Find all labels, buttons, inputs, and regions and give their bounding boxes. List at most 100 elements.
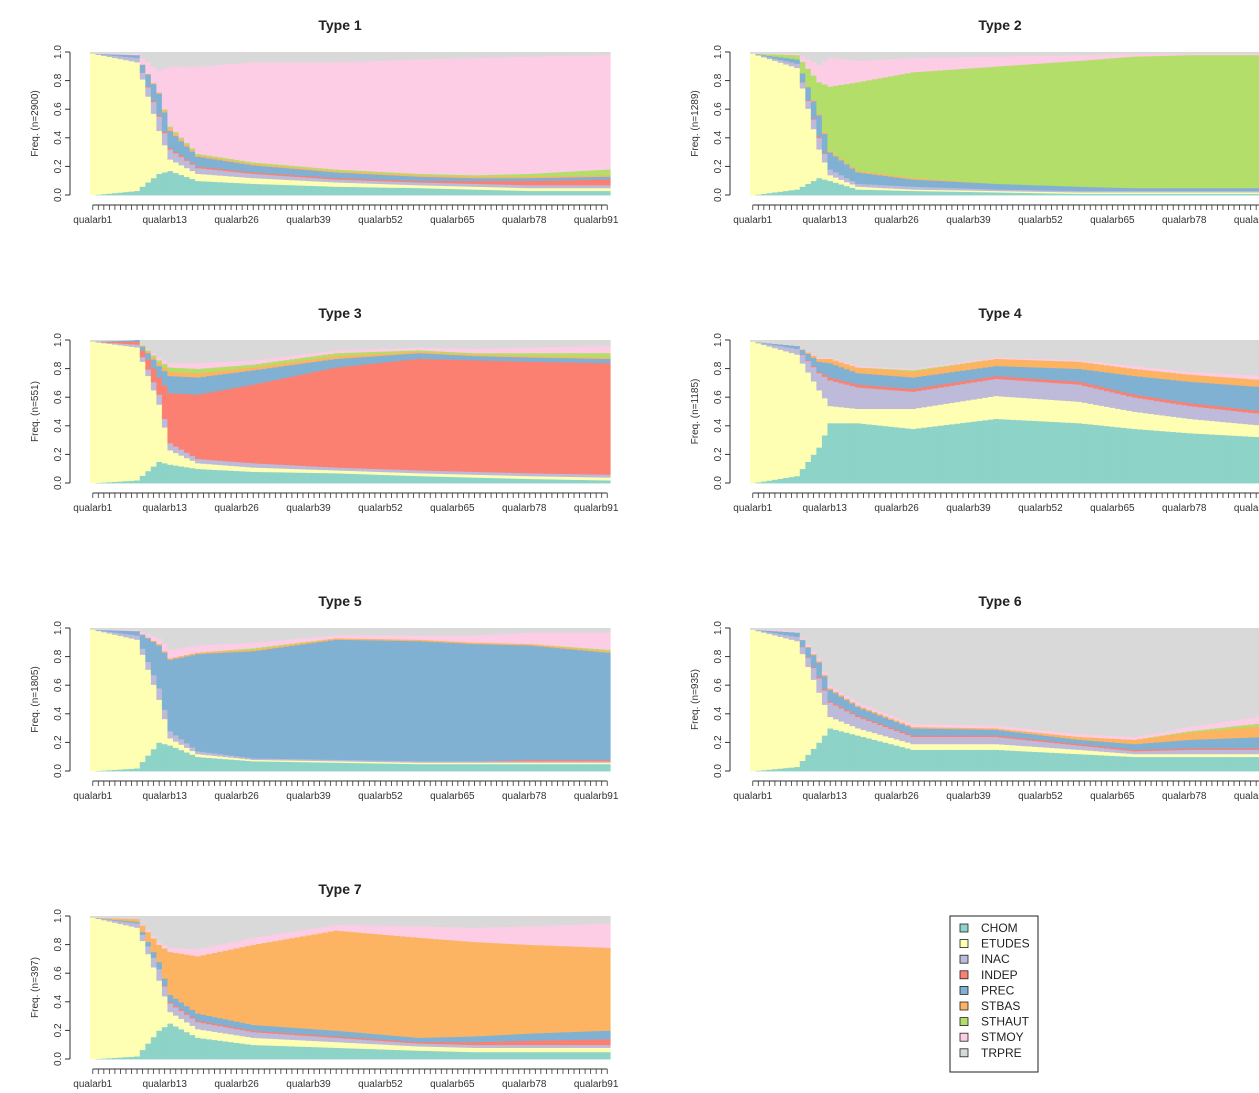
bar-segment-trpre — [493, 52, 500, 58]
bar-segment-prec — [410, 640, 417, 762]
y-tick-label: 0.2 — [713, 159, 724, 173]
bar-segment-trpre — [1164, 628, 1172, 732]
bar-segment-stbas — [377, 353, 384, 356]
bar-segment-inac — [278, 758, 285, 761]
bar-segment-indep — [838, 380, 845, 384]
bar-segment-indep — [866, 385, 873, 389]
bar-segment-prec — [410, 353, 417, 360]
bar-segment-trpre — [532, 628, 539, 633]
bar-segment-sthaut — [943, 365, 950, 367]
bar-segment-etudes — [893, 739, 900, 746]
bar-segment-prec — [1004, 183, 1011, 190]
bar-segment-prec — [1092, 186, 1100, 192]
bar-segment-sthaut — [300, 166, 307, 169]
bar-segment-etudes — [1015, 191, 1022, 193]
bar-segment-chom — [527, 763, 534, 772]
bar-segment-etudes — [821, 397, 829, 436]
bar-segment-stbas — [427, 352, 434, 354]
bar-segment-stmoy — [866, 366, 873, 369]
bar-segment-trpre — [921, 52, 928, 58]
bar-segment-etudes — [849, 184, 856, 188]
bar-segment-prec — [112, 630, 119, 633]
bar-segment-prec — [278, 167, 285, 175]
bar-segment-sthaut — [233, 649, 240, 651]
bar-segment-inac — [943, 187, 950, 191]
bar-segment-inac — [1054, 742, 1061, 749]
bar-segment-chom — [783, 767, 790, 772]
bar-segment-chom — [233, 470, 240, 484]
bar-segment-sthaut — [1043, 62, 1050, 186]
bar-segment-indep — [372, 179, 379, 181]
bar-segment-trpre — [261, 628, 268, 642]
bar-segment-inac — [477, 183, 484, 187]
bar-segment-inac — [195, 458, 202, 464]
bar-segment-etudes — [1181, 417, 1188, 433]
bar-segment-stbas — [482, 354, 489, 357]
bar-segment-trpre — [172, 52, 180, 67]
bar-segment-prec — [932, 180, 939, 188]
bar-segment-prec — [117, 340, 124, 342]
bar-segment-sthaut — [587, 352, 594, 358]
bar-segment-trpre — [217, 628, 224, 645]
bar-segment-chom — [106, 193, 113, 196]
bar-segment-prec — [888, 176, 895, 186]
y-tick-label: 0.8 — [53, 73, 64, 87]
bar-segment-stbas — [943, 727, 950, 730]
bar-segment-trpre — [777, 340, 784, 345]
bar-segment-stbas — [860, 367, 867, 374]
bar-segment-chom — [871, 739, 878, 772]
bar-segment-trpre — [499, 628, 506, 635]
bar-segment-etudes — [1153, 192, 1160, 194]
bar-segment-trpre — [101, 628, 108, 630]
bar-segment-chom — [832, 182, 840, 196]
bar-segment-etudes — [1043, 191, 1050, 194]
bar-segment-stbas — [576, 648, 583, 651]
bar-segment-chom — [488, 763, 495, 772]
bar-segment-inac — [943, 736, 950, 745]
bar-segment-chom — [866, 424, 873, 484]
bar-segment-prec — [1175, 187, 1183, 192]
bar-segment-prec — [810, 654, 817, 668]
bar-segment-trpre — [261, 340, 268, 360]
bar-segment-chom — [1032, 751, 1039, 772]
bar-segment-etudes — [1153, 753, 1160, 758]
bar-segment-etudes — [783, 351, 790, 479]
bar-segment-indep — [178, 155, 185, 158]
bar-segment-trpre — [294, 52, 301, 63]
bar-segment-stmoy — [998, 725, 1006, 730]
bar-segment-sthaut — [949, 364, 956, 366]
bar-segment-indep — [184, 158, 191, 161]
bar-segment-etudes — [1231, 422, 1238, 436]
bar-segment-stmoy — [1142, 366, 1149, 371]
bar-segment-inac — [394, 181, 401, 185]
bar-segment-sthaut — [316, 355, 323, 359]
bar-segment-stmoy — [604, 632, 611, 650]
bar-segment-prec — [427, 353, 434, 360]
bar-segment-etudes — [571, 762, 578, 765]
bar-segment-stmoy — [167, 66, 174, 127]
bar-segment-stmoy — [161, 643, 169, 652]
bar-segment-sthaut — [888, 368, 895, 371]
bar-segment-etudes — [932, 405, 939, 427]
bar-segment-indep — [582, 179, 589, 186]
bar-segment-etudes — [960, 400, 967, 424]
bar-segment-stbas — [882, 174, 889, 177]
bar-segment-stmoy — [322, 351, 329, 355]
bar-segment-inac — [1065, 744, 1072, 750]
bar-segment-etudes — [1043, 747, 1050, 753]
bar-segment-chom — [527, 190, 534, 196]
bar-segment-chom — [1220, 193, 1227, 196]
bar-segment-chom — [344, 186, 351, 196]
bar-segment-prec — [844, 164, 851, 179]
bar-segment-stbas — [427, 175, 434, 178]
bar-segment-trpre — [604, 340, 611, 347]
bar-segment-stmoy — [554, 632, 561, 647]
bar-segment-chom — [350, 762, 357, 772]
bar-segment-stbas — [882, 369, 889, 376]
bar-segment-inac — [200, 459, 207, 464]
bar-segment-stbas — [904, 177, 912, 179]
bar-segment-stbas — [871, 368, 878, 375]
stacked-bars — [90, 340, 611, 484]
bar-segment-prec — [366, 173, 373, 180]
bar-segment-stbas — [267, 364, 274, 369]
